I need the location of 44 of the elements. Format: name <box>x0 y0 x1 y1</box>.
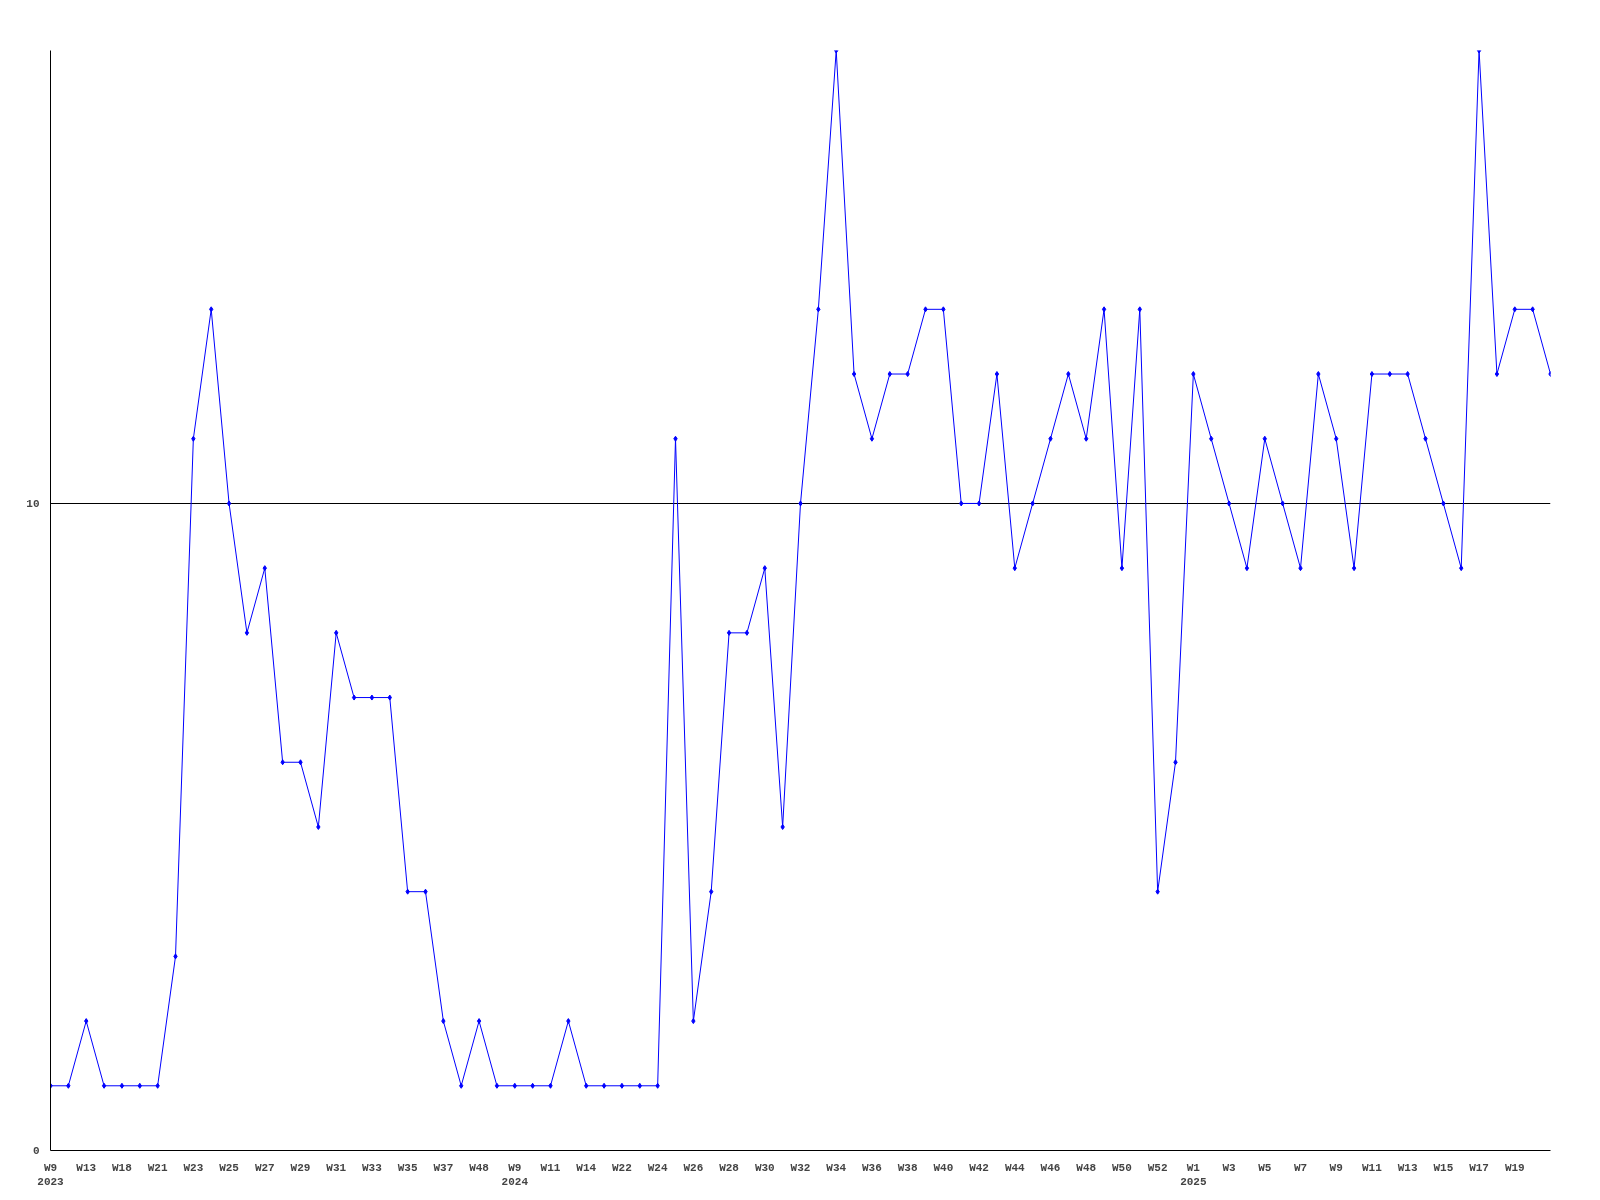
x-tick-label: W21 <box>147 1161 168 1174</box>
x-tick-label: W48 <box>469 1161 490 1174</box>
x-tick-label: W18 <box>112 1161 133 1174</box>
x-tick-label: W40 <box>933 1161 954 1174</box>
x-tick-label: W11 <box>540 1161 561 1174</box>
x-tick-label: W37 <box>433 1161 454 1174</box>
x-tick-label: W15 <box>1433 1161 1454 1174</box>
x-tick-label: W13 <box>1397 1161 1418 1174</box>
x-tick-label: W26 <box>683 1161 704 1174</box>
x-tick-label: W22 <box>612 1161 632 1174</box>
x-tick-label: W31 <box>326 1161 347 1174</box>
x-tick-label: W28 <box>719 1161 740 1174</box>
x-tick-label: W1 2025 <box>1180 1161 1207 1188</box>
x-tick-label: W50 <box>1112 1161 1132 1174</box>
x-tick-label: W35 <box>397 1161 418 1174</box>
x-tick-label: W46 <box>1040 1161 1061 1174</box>
x-tick-label: W19 <box>1504 1161 1525 1174</box>
x-tick-label: W13 <box>76 1161 97 1174</box>
y-tick-label: 0 <box>32 1145 40 1157</box>
x-tick-label: W24 <box>647 1161 668 1174</box>
x-tick-label: W32 <box>790 1161 811 1174</box>
x-tick-label: W27 <box>254 1161 275 1174</box>
x-tick-label: W29 <box>290 1161 311 1174</box>
x-tick-label: W42 <box>969 1161 989 1174</box>
x-tick-label: W44 <box>1004 1161 1026 1174</box>
x-tick-label: W9 <box>1329 1161 1343 1174</box>
x-tick-label: W30 <box>754 1161 775 1174</box>
x-tick-label: W11 <box>1362 1161 1383 1174</box>
x-tick-label: W38 <box>897 1161 918 1174</box>
x-tick-label: W34 <box>826 1161 847 1174</box>
x-tick-label: W52 <box>1147 1161 1168 1174</box>
x-tick-label: W48 <box>1076 1161 1097 1174</box>
x-tick-label: W7 <box>1293 1161 1308 1174</box>
x-tick-label: W9 2023 <box>37 1161 65 1188</box>
x-tick-label: W9 2024 <box>501 1161 529 1188</box>
x-tick-label: W3 <box>1222 1161 1237 1174</box>
x-tick-label: W25 <box>219 1161 240 1174</box>
x-tick-label: W14 <box>576 1161 597 1174</box>
y-tick-label: 10 <box>26 497 40 510</box>
x-tick-label: W5 <box>1258 1161 1272 1174</box>
x-tick-label: W36 <box>862 1161 882 1174</box>
x-tick-label: W33 <box>362 1161 383 1174</box>
x-tick-label: W23 <box>183 1161 204 1174</box>
x-tick-label: W17 <box>1469 1161 1489 1174</box>
